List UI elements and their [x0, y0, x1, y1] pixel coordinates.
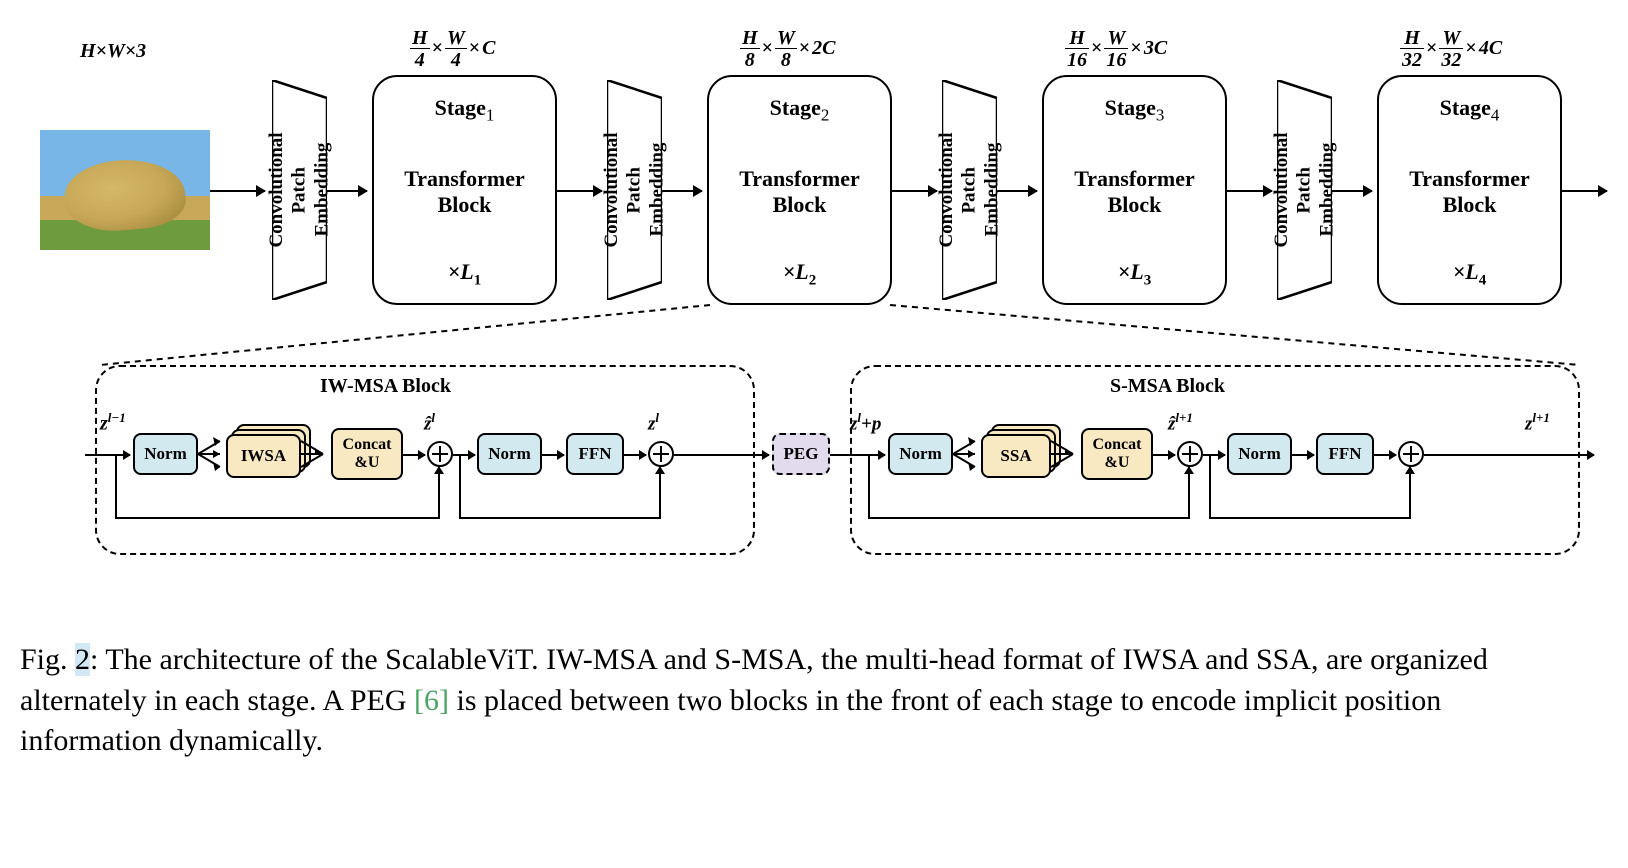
arrow-out-detail: [1424, 454, 1594, 456]
arrow-s1b: [557, 190, 602, 192]
skip3-arrow: [1188, 467, 1190, 519]
stage1-mid: TransformerBlock: [404, 166, 525, 219]
stage1-dim: H4×W4×C: [410, 28, 496, 71]
split-arrows-s: [953, 433, 983, 475]
smsa-title: S-MSA Block: [1110, 375, 1225, 398]
embed4: ConvolutionalPatch Embedding: [1277, 80, 1332, 300]
arrow-s3b: [1227, 190, 1272, 192]
skip4-left: [1209, 454, 1211, 519]
input-image: [40, 130, 210, 250]
zlp-label: zl+p: [850, 410, 881, 435]
skip1-arrow: [438, 467, 440, 519]
arrow-d4: [542, 454, 564, 456]
arrow-from-peg: [830, 454, 885, 456]
stage2-box: Stage2 TransformerBlock ×L2: [707, 75, 892, 305]
stage1-box: Stage1 TransformerBlock ×L1: [372, 75, 557, 305]
smsa-norm2: Norm: [1227, 433, 1292, 475]
arrow-ds4: [1292, 454, 1314, 456]
iwmsa-ffn: FFN: [566, 433, 624, 475]
skip4-arrow: [1409, 467, 1411, 519]
arrow-s3a: [997, 190, 1037, 192]
arrow-ds3: [1203, 454, 1225, 456]
embed1: ConvolutionalPatch Embedding: [272, 80, 327, 300]
z-lm1-label: zl−1: [100, 410, 126, 436]
skip1-left: [115, 454, 440, 519]
merge-arrows-s: [1051, 433, 1081, 475]
peg-box: PEG: [772, 433, 830, 475]
skip2-arrow: [659, 467, 661, 519]
stage2-dim: H8×W8×2C: [740, 28, 836, 71]
architecture-diagram: H×W×3 H4×W4×C ConvolutionalPatch Embeddi…: [20, 20, 1608, 620]
ssa-box: SSA: [981, 434, 1051, 478]
arrow-d3: [453, 454, 475, 456]
stage3-box: Stage3 TransformerBlock ×L3: [1042, 75, 1227, 305]
arrow-ds2: [1153, 454, 1175, 456]
embed3: ConvolutionalPatch Embedding: [942, 80, 997, 300]
iwmsa-norm2: Norm: [477, 433, 542, 475]
zlp1-label: zl+1: [1525, 410, 1550, 435]
add3: [1177, 441, 1203, 467]
input-dim-label: H×W×3: [80, 40, 146, 63]
arrow-to-peg: [674, 454, 769, 456]
zhat-l-label: ẑl: [424, 410, 435, 435]
stage3-dim: H16×W16×3C: [1065, 28, 1167, 71]
arrow-ds5: [1374, 454, 1396, 456]
arrow-d5: [624, 454, 646, 456]
iwmsa-title: IW-MSA Block: [320, 375, 451, 398]
embed2: ConvolutionalPatch Embedding: [607, 80, 662, 300]
concat-box-s: Concat&U: [1081, 428, 1153, 480]
arrow-out: [1562, 190, 1607, 192]
skip2-left: [459, 454, 461, 519]
smsa-norm1: Norm: [888, 433, 953, 475]
arrow-s4a: [1332, 190, 1372, 192]
add2: [648, 441, 674, 467]
zhat-lp1-label: ẑl+1: [1168, 410, 1193, 435]
figure-caption: Fig. 2: The architecture of the Scalable…: [20, 640, 1580, 762]
zl-label: zl: [648, 410, 659, 435]
add4: [1398, 441, 1424, 467]
arrow-s1a: [327, 190, 367, 192]
smsa-ffn: FFN: [1316, 433, 1374, 475]
arrow-s2b: [892, 190, 937, 192]
stage4-box: Stage4 TransformerBlock ×L4: [1377, 75, 1562, 305]
stage4-dim: H32×W32×4C: [1400, 28, 1502, 71]
skip3-left: [868, 454, 870, 519]
arrow-in: [210, 190, 265, 192]
arrow-s2a: [662, 190, 702, 192]
